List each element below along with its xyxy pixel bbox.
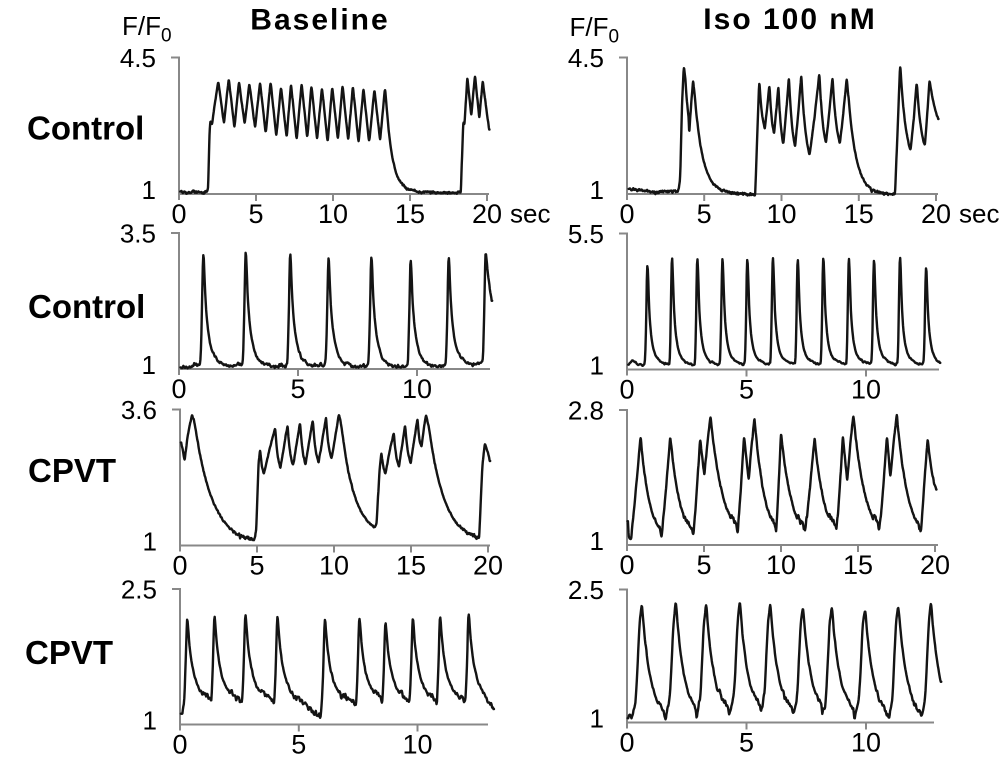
svg-text:5: 5 [290,374,305,404]
svg-text:15: 15 [395,199,425,229]
svg-text:15: 15 [396,551,426,581]
svg-text:10: 10 [319,551,349,581]
svg-text:0: 0 [619,199,634,229]
svg-text:1: 1 [142,175,156,205]
svg-text:10: 10 [851,375,881,405]
svg-text:0: 0 [619,375,634,405]
svg-text:5: 5 [248,199,263,229]
svg-text:sec: sec [510,199,550,229]
svg-text:Control: Control [28,288,145,325]
svg-text:1: 1 [590,351,604,381]
svg-text:5: 5 [697,199,712,229]
svg-text:2.5: 2.5 [568,575,604,605]
svg-text:5: 5 [291,730,306,760]
svg-text:0: 0 [172,730,187,760]
svg-text:3.5: 3.5 [120,219,156,249]
svg-text:5.5: 5.5 [568,219,604,249]
svg-text:10: 10 [318,199,348,229]
svg-text:sec: sec [959,199,999,229]
svg-text:4.5: 4.5 [568,43,604,73]
svg-text:15: 15 [844,199,874,229]
svg-text:5: 5 [739,728,754,758]
svg-text:10: 10 [766,550,796,580]
svg-text:1: 1 [590,526,604,556]
svg-text:2.5: 2.5 [121,575,157,605]
svg-text:0: 0 [171,374,186,404]
svg-text:CPVT: CPVT [25,634,113,671]
svg-text:5: 5 [249,551,264,581]
svg-text:5: 5 [696,550,711,580]
svg-text:1: 1 [590,704,604,734]
svg-text:0: 0 [619,728,634,758]
svg-text:20: 20 [920,550,950,580]
svg-text:10: 10 [402,374,432,404]
svg-text:10: 10 [851,728,881,758]
svg-text:5: 5 [739,375,754,405]
svg-text:1: 1 [143,527,157,557]
svg-text:2.8: 2.8 [568,396,604,426]
svg-text:1: 1 [143,706,157,736]
svg-text:Baseline: Baseline [250,4,389,37]
svg-text:1: 1 [142,350,156,380]
svg-text:10: 10 [766,199,796,229]
svg-text:1: 1 [590,175,604,205]
svg-text:0: 0 [171,199,186,229]
svg-text:15: 15 [843,550,873,580]
svg-text:4.5: 4.5 [120,43,156,73]
svg-text:20: 20 [472,199,502,229]
svg-text:0: 0 [172,551,187,581]
svg-text:3.6: 3.6 [121,395,157,425]
svg-text:0: 0 [619,550,634,580]
svg-text:CPVT: CPVT [28,452,116,489]
svg-text:Iso 100 nM: Iso 100 nM [703,3,876,36]
svg-text:20: 20 [921,199,951,229]
svg-text:Control: Control [27,110,144,147]
svg-text:10: 10 [402,730,432,760]
svg-text:20: 20 [473,551,503,581]
